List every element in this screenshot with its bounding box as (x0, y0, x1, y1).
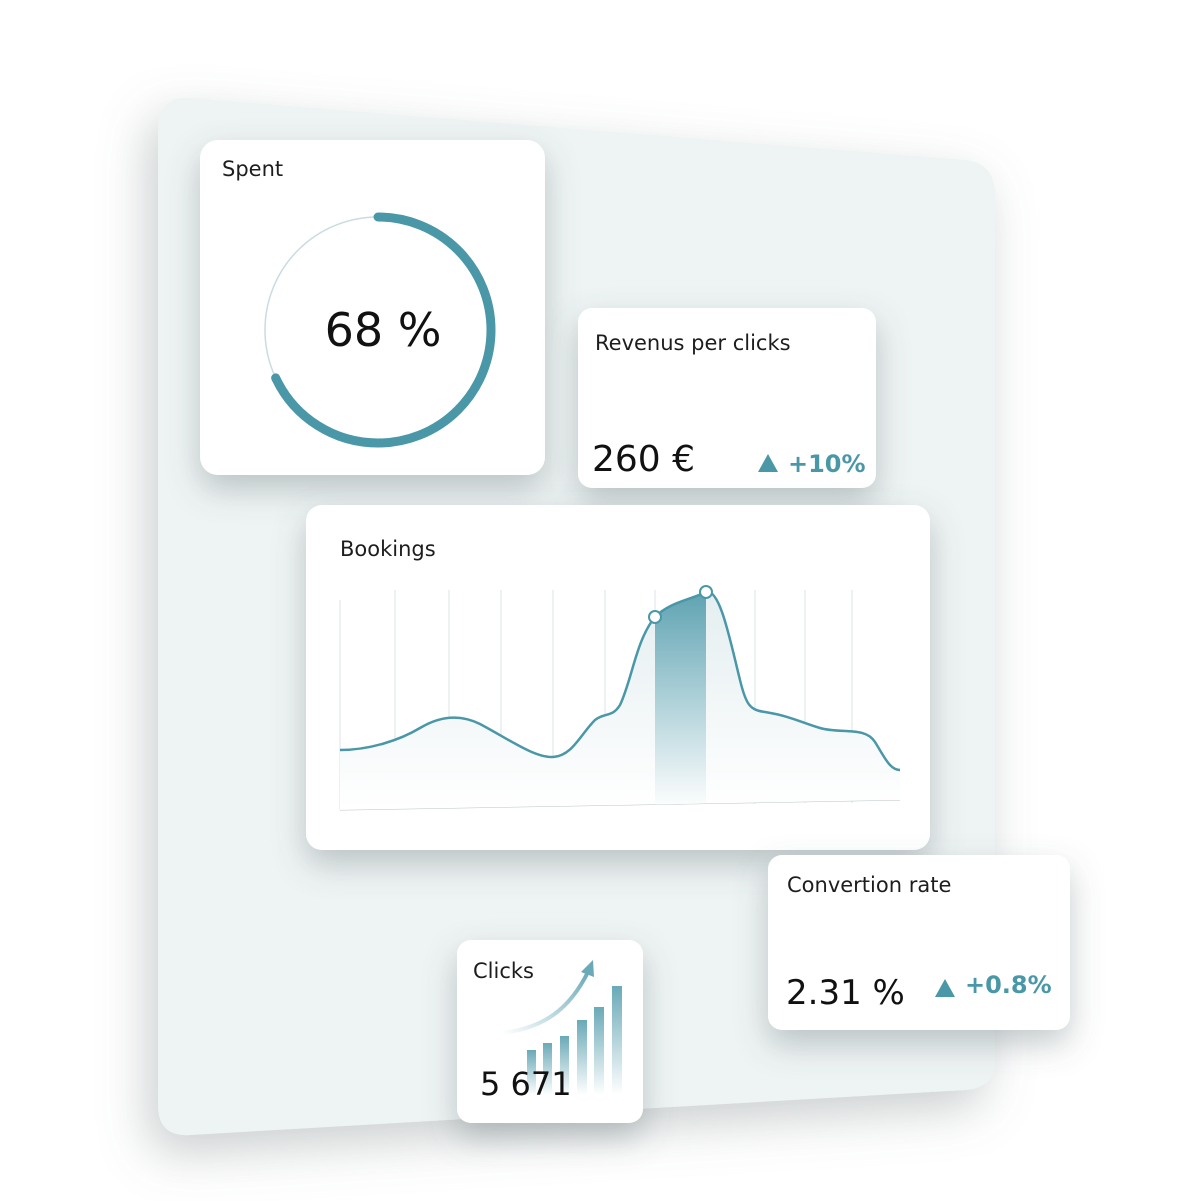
trend-arrow-head (581, 960, 594, 977)
gauge-arc (260, 212, 496, 448)
chart-point (648, 610, 662, 624)
conversion-value: 2.31 % (786, 973, 905, 1013)
revenue-change: +10% (788, 450, 866, 478)
chart-point (699, 585, 713, 599)
clicks-bars (527, 986, 622, 1095)
revenue-value: 260 € (592, 439, 695, 480)
chart-highlight (655, 592, 706, 805)
conversion-card (768, 855, 1070, 1030)
clicks-title: Clicks (473, 959, 534, 983)
chart-area (340, 591, 900, 810)
conversion-change: +0.8% (965, 971, 1052, 999)
spent-title: Spent (222, 157, 283, 181)
clicks-value: 5 671 (480, 1065, 572, 1103)
conversion-title: Convertion rate (787, 873, 951, 897)
up-arrow (935, 979, 955, 997)
spent-value: 68 % (325, 303, 442, 357)
revenue-title: Revenus per clicks (595, 331, 791, 355)
up-arrow (758, 454, 778, 472)
trend-arrow (501, 971, 590, 1035)
bookings-title: Bookings (340, 537, 436, 561)
revenue-card (578, 308, 876, 488)
